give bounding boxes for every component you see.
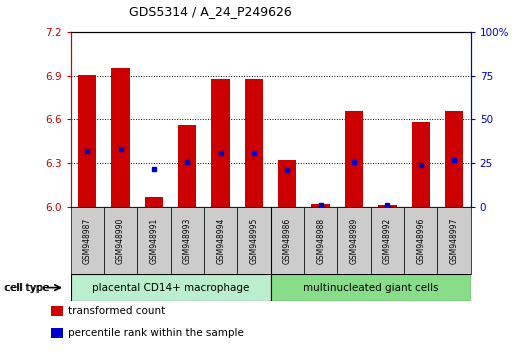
Bar (312, 204, 330, 207)
Bar (337, 207, 371, 274)
Bar (145, 197, 163, 207)
Text: GSM948990: GSM948990 (116, 217, 125, 264)
Text: GSM948988: GSM948988 (316, 218, 325, 264)
Bar (437, 207, 471, 274)
Bar (51, 328, 63, 338)
Bar (378, 205, 396, 207)
Bar (371, 207, 404, 274)
Bar (245, 79, 263, 207)
Bar (404, 207, 437, 274)
Text: percentile rank within the sample: percentile rank within the sample (67, 328, 244, 338)
Bar (445, 112, 463, 207)
Text: GSM948992: GSM948992 (383, 218, 392, 264)
Text: GDS5314 / A_24_P249626: GDS5314 / A_24_P249626 (129, 5, 292, 18)
Bar (111, 68, 130, 207)
Text: GSM948997: GSM948997 (450, 217, 459, 264)
Bar (51, 306, 63, 316)
Bar (304, 207, 337, 274)
Bar (237, 207, 271, 274)
Bar (345, 112, 363, 207)
Text: placental CD14+ macrophage: placental CD14+ macrophage (92, 282, 249, 293)
Text: GSM948991: GSM948991 (150, 218, 158, 264)
Text: cell type: cell type (4, 282, 48, 293)
Bar (170, 207, 204, 274)
Text: transformed count: transformed count (67, 306, 165, 316)
Text: GSM948994: GSM948994 (216, 217, 225, 264)
Text: GSM948995: GSM948995 (249, 217, 258, 264)
Text: GSM948989: GSM948989 (349, 218, 358, 264)
Bar (178, 125, 197, 207)
Text: GSM948987: GSM948987 (83, 218, 92, 264)
Bar (211, 79, 230, 207)
Bar (71, 274, 271, 301)
Bar (71, 207, 104, 274)
Text: GSM948996: GSM948996 (416, 217, 425, 264)
Bar (137, 207, 170, 274)
Text: multinucleated giant cells: multinucleated giant cells (303, 282, 438, 293)
Bar (412, 122, 430, 207)
Bar (271, 274, 471, 301)
Bar (278, 160, 297, 207)
Bar (78, 75, 96, 207)
Text: cell type: cell type (5, 282, 50, 293)
Text: GSM948993: GSM948993 (183, 217, 192, 264)
Bar (271, 207, 304, 274)
Text: GSM948986: GSM948986 (283, 218, 292, 264)
Bar (104, 207, 137, 274)
Bar (204, 207, 237, 274)
